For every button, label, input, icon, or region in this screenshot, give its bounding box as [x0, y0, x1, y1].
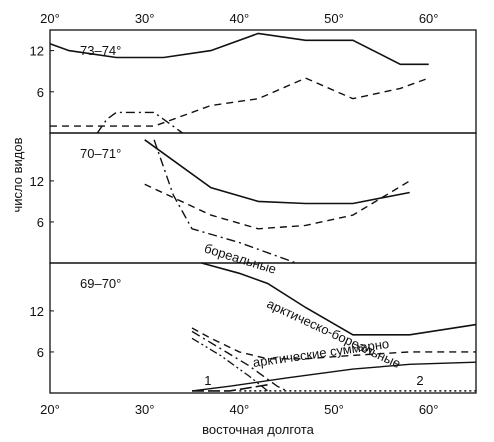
x-tick-label-bottom: 40°: [229, 402, 249, 417]
panel-label: 69–70°: [80, 276, 121, 291]
panel: 6 12 70–71° бореальные: [30, 132, 477, 277]
series-line-dashed: [191, 327, 476, 360]
y-tick-label: 12: [30, 174, 44, 189]
panel-frame: [49, 262, 477, 394]
x-axis-label: восточная долгота: [202, 422, 314, 437]
y-tick-label: 12: [30, 304, 44, 319]
series-line-dashdot: [96, 111, 183, 134]
panel: 61269–70°арктическо-бореальныеарктически…: [30, 262, 477, 394]
annotation-label: 1: [204, 373, 211, 388]
x-tick-label-top: 20°: [40, 11, 60, 26]
panel-label: 70–71°: [80, 146, 121, 161]
x-tick-label-bottom: 30°: [135, 402, 155, 417]
x-tick-label-top: 60°: [419, 11, 439, 26]
x-axis-top-tick-labels: 20° 30° 40° 50° 60°: [40, 11, 438, 26]
x-tick-label-bottom: 60°: [419, 402, 439, 417]
y-axis-label: число видов: [10, 137, 25, 212]
x-tick-label-bottom: 50°: [324, 402, 344, 417]
y-tick-label: 6: [37, 345, 44, 360]
panel: 612 73–74°: [30, 29, 477, 134]
series-line-dashed: [144, 180, 411, 230]
series-line-dashdot: [153, 139, 297, 264]
y-tick-label: 6: [37, 85, 44, 100]
annotation-label: 2: [416, 373, 423, 388]
x-tick-label-top: 30°: [135, 11, 155, 26]
x-axis-bottom-tick-labels: 20° 30° 40° 50° 60°: [40, 402, 438, 417]
series-line-solid: [201, 262, 477, 336]
series-line-dashdotdot: [191, 337, 269, 392]
annotation-label: арктические суммарно: [252, 336, 390, 370]
y-tick-label: 6: [37, 215, 44, 230]
chart-panels: 612 73–74°61270–71°бореальные61269–70°арк…: [30, 29, 477, 394]
series-line-solid-thin: [191, 361, 477, 392]
x-tick-label-bottom: 20°: [40, 402, 60, 417]
annotation-label: бореальные: [202, 241, 278, 277]
series-line-longdash: [192, 384, 268, 392]
x-tick-label-top: 40°: [229, 11, 249, 26]
series-line-dashed: [50, 77, 429, 127]
series-line-solid: [144, 139, 410, 205]
series-line-dashdot: [191, 330, 288, 392]
y-tick-label: 12: [30, 44, 44, 59]
x-tick-label-top: 50°: [324, 11, 344, 26]
series-line-solid: [49, 32, 429, 66]
